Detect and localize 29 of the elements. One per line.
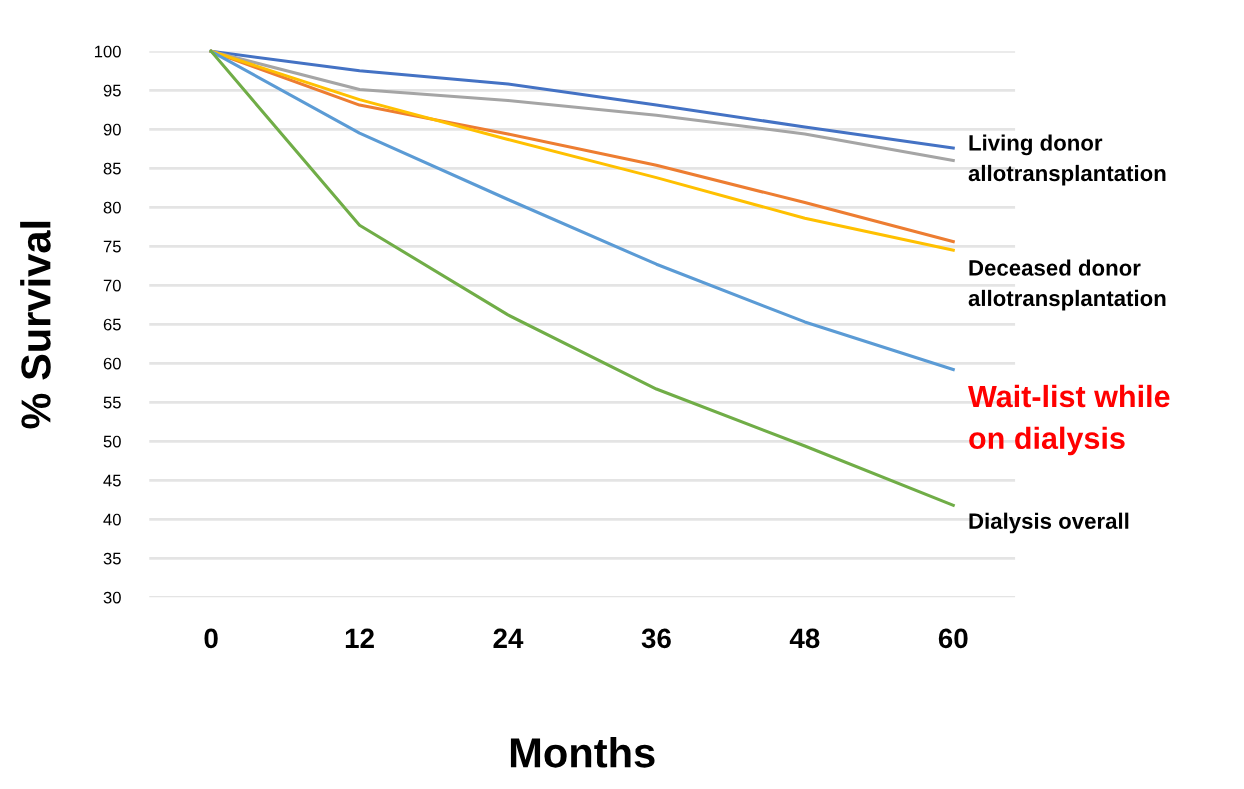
x-tick-label: 0 bbox=[204, 628, 218, 649]
y-tick-label: 100 bbox=[94, 45, 121, 58]
y-axis-title: % Survival bbox=[20, 221, 51, 429]
line-series bbox=[209, 49, 955, 372]
y-tick-label: 80 bbox=[103, 201, 121, 214]
x-axis-title: Months bbox=[510, 737, 655, 768]
x-tick-label: 12 bbox=[345, 628, 374, 648]
y-tick-label: 35 bbox=[103, 552, 121, 565]
y-tick-label: 85 bbox=[103, 162, 121, 175]
x-tick-label: 60 bbox=[938, 628, 968, 649]
y-tick-label: 60 bbox=[103, 357, 121, 370]
x-tick-label: 48 bbox=[789, 628, 820, 649]
y-tick-label: 65 bbox=[103, 318, 121, 331]
x-tick-label: 36 bbox=[641, 628, 671, 649]
y-tick-label: 50 bbox=[103, 435, 121, 448]
y-tick-label: 70 bbox=[103, 279, 121, 292]
annotation: Living donor allotransplantation bbox=[968, 134, 1166, 186]
annotation: Dialysis overall bbox=[969, 512, 1129, 534]
annotation: Deceased donor allotransplantation bbox=[968, 259, 1166, 311]
y-tick-label: 55 bbox=[103, 396, 121, 409]
y-tick-label: 40 bbox=[103, 513, 121, 526]
annotation: Wait-list while on dialysis bbox=[968, 384, 1170, 456]
y-tick-label: 30 bbox=[103, 591, 121, 604]
y-tick-label: 95 bbox=[103, 84, 121, 97]
y-tick-label: 75 bbox=[103, 240, 121, 253]
y-tick-label: 90 bbox=[103, 123, 121, 136]
y-tick-label: 45 bbox=[103, 474, 121, 487]
line-series bbox=[209, 49, 955, 507]
x-tick-label: 24 bbox=[493, 628, 524, 648]
